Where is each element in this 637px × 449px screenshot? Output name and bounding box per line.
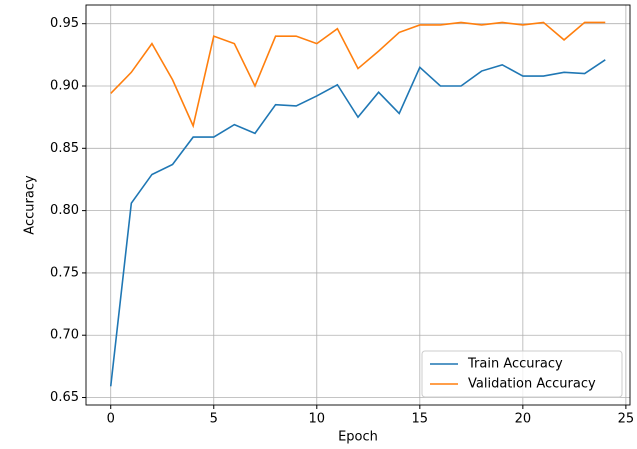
x-tick-label: 5 <box>210 412 218 427</box>
x-tick-label: 20 <box>515 412 532 427</box>
x-tick-label: 0 <box>107 412 115 427</box>
plot-frame <box>85 4 631 406</box>
y-tick-label: 0.70 <box>50 328 79 343</box>
y-axis-label: Accuracy <box>23 175 38 235</box>
legend-label: Validation Accuracy <box>468 377 596 392</box>
legend: Train Accuracy Validation Accuracy <box>421 350 623 398</box>
y-tick-label: 0.95 <box>50 16 79 31</box>
legend-label: Train Accuracy <box>467 357 563 372</box>
y-tick-label: 0.65 <box>50 390 79 405</box>
y-tick-label: 0.80 <box>50 203 79 218</box>
legend-box <box>421 350 623 398</box>
y-tick-label: 0.90 <box>50 78 79 93</box>
x-axis-label: Epoch <box>338 430 378 445</box>
x-tick-label: 25 <box>618 412 635 427</box>
y-tick-label: 0.85 <box>50 141 79 156</box>
x-tick-label: 15 <box>412 412 429 427</box>
series-line <box>110 21 606 129</box>
x-tick-label: 10 <box>309 412 326 427</box>
series-line <box>109 59 606 387</box>
y-tick-label: 0.75 <box>50 265 79 280</box>
